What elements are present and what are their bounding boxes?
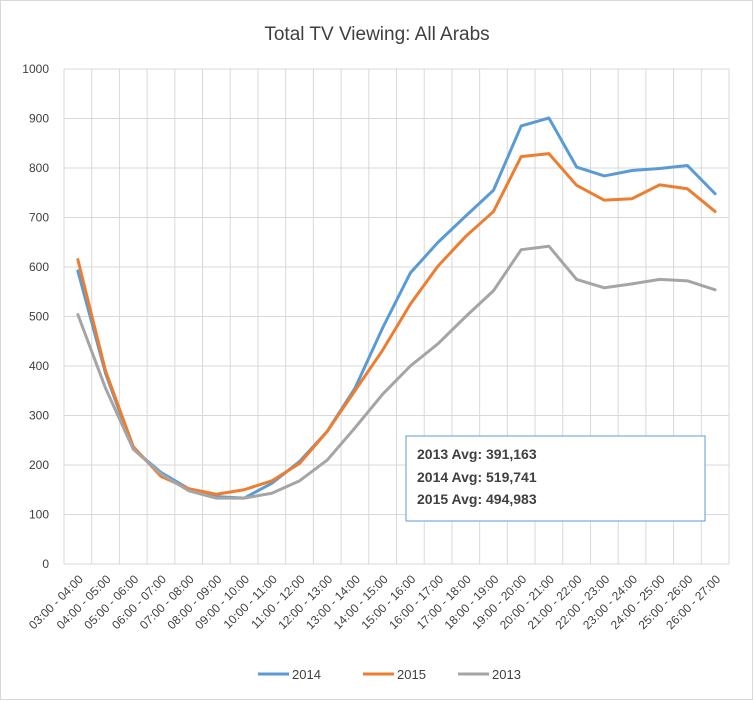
series-line-2013 (76, 244, 717, 500)
legend-label-2015: 2015 (397, 667, 426, 682)
annotation-2014-avg: 2014 Avg: 519,741 (417, 469, 537, 485)
y-tick-label: 1000 (22, 62, 49, 76)
legend: 2014 2015 2013 (258, 667, 521, 682)
y-tick-label: 200 (29, 458, 49, 472)
annotation-2013-avg: 2013 Avg: 391,163 (417, 446, 537, 462)
legend-label-2013: 2013 (492, 667, 521, 682)
annotation-box-border (405, 435, 706, 522)
y-tick-label: 400 (29, 359, 49, 373)
y-tick-label: 300 (29, 409, 49, 423)
y-axis-ticks: 0 100 200 300 400 500 600 700 800 900 1000 (22, 62, 49, 571)
y-tick-label: 700 (29, 211, 49, 225)
y-tick-label: 800 (29, 161, 49, 175)
chart-title: Total TV Viewing: All Arabs (264, 24, 489, 45)
y-tick-label: 0 (42, 557, 49, 571)
annotation-2015-avg: 2015 Avg: 494,983 (417, 491, 537, 507)
legend-label-2014: 2014 (292, 667, 321, 682)
y-tick-label: 900 (29, 112, 49, 126)
y-tick-label: 100 (29, 508, 49, 522)
y-tick-label: 600 (29, 260, 49, 274)
y-tick-label: 500 (29, 310, 49, 324)
average-annotation-box: 2013 Avg: 391,163 2014 Avg: 519,741 2015… (405, 435, 706, 522)
series-lines (76, 116, 717, 500)
